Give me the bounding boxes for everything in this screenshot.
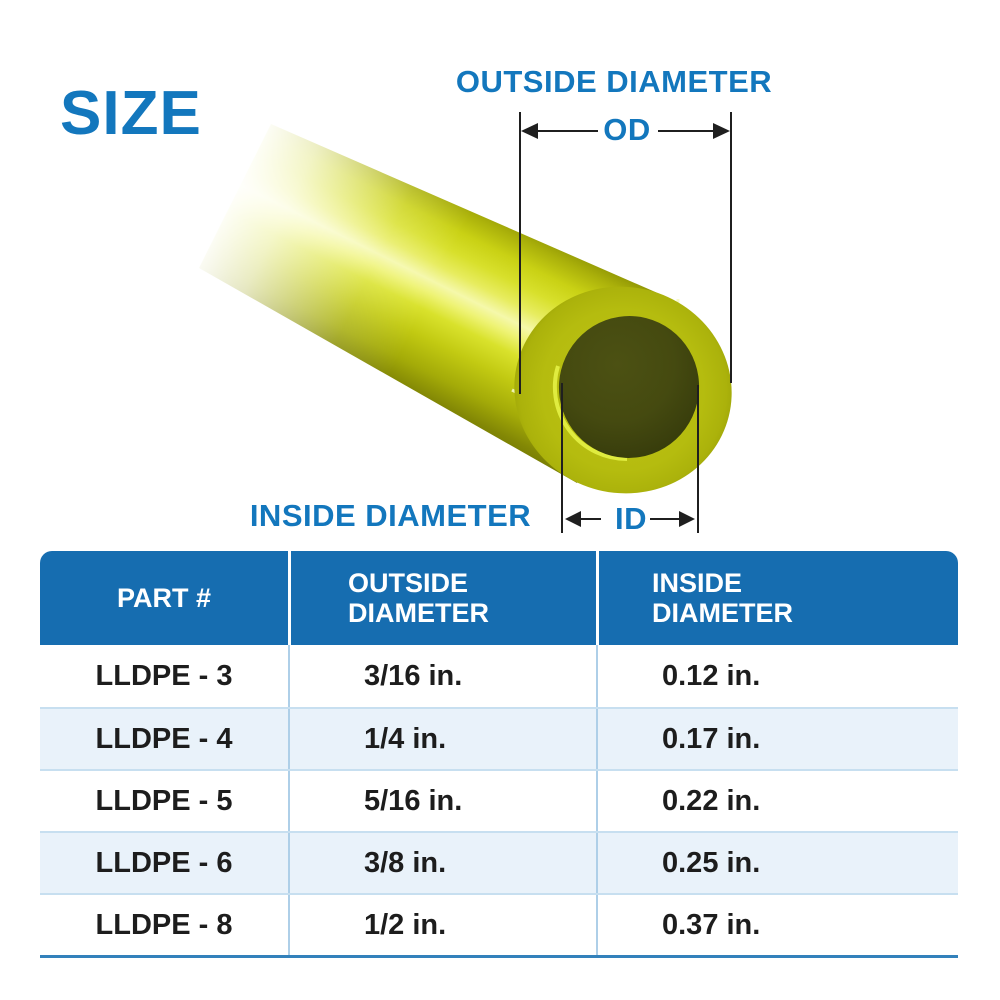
od-arrowhead-left: [521, 123, 538, 139]
cell-part: LLDPE - 3: [95, 659, 233, 692]
cell-outside-diameter: 1/4 in.: [288, 709, 596, 769]
table-row: LLDPE - 3 3/16 in. 0.12 in.: [40, 645, 958, 707]
inside-diameter-label: INSIDE DIAMETER: [249, 498, 532, 533]
cell-outside-diameter: 3/8 in.: [288, 833, 596, 893]
id-dimension-lines: [561, 383, 699, 533]
outside-diameter-label: OUTSIDE DIAMETER: [455, 64, 773, 99]
table-row: LLDPE - 8 1/2 in. 0.37 in.: [40, 893, 958, 955]
id-arrowhead-right: [679, 511, 695, 527]
header-outside-diameter-text: OUTSIDE DIAMETER: [348, 567, 489, 628]
cell-outside-diameter: 5/16 in.: [288, 771, 596, 831]
table-row: LLDPE - 6 3/8 in. 0.25 in.: [40, 831, 958, 893]
table-row: LLDPE - 4 1/4 in. 0.17 in.: [40, 707, 958, 769]
cell-inside-diameter: 0.12 in.: [596, 645, 958, 707]
od-dimension-lines: [519, 112, 732, 394]
table-row: LLDPE - 5 5/16 in. 0.22 in.: [40, 769, 958, 831]
tube-bore: [558, 316, 700, 458]
tube-body-group: [199, 124, 732, 494]
header-inside-diameter: INSIDE DIAMETER: [596, 551, 958, 645]
page-title: SIZE: [60, 79, 202, 148]
cell-part: LLDPE - 4: [95, 722, 233, 755]
cell-outside-diameter: 3/16 in.: [288, 645, 596, 707]
cell-inside-diameter: 0.25 in.: [596, 833, 958, 893]
header-inside-diameter-text: INSIDE DIAMETER: [652, 567, 793, 628]
cell-part: LLDPE - 8: [95, 908, 233, 941]
id-arrowhead-left: [565, 511, 581, 527]
tube-illustration: [199, 112, 732, 533]
cell-outside-diameter: 1/2 in.: [288, 895, 596, 955]
cell-part: LLDPE - 6: [95, 846, 233, 879]
cell-inside-diameter: 0.22 in.: [596, 771, 958, 831]
header-outside-diameter: OUTSIDE DIAMETER: [288, 551, 596, 645]
id-abbr-label: ID: [615, 501, 647, 536]
od-arrowhead-right: [713, 123, 730, 139]
header-part-number: PART #: [116, 582, 211, 613]
cell-part: LLDPE - 5: [95, 784, 233, 817]
cell-inside-diameter: 0.37 in.: [596, 895, 958, 955]
tube-bore-rim-highlight: [552, 365, 628, 462]
table-header-row: PART # OUTSIDE DIAMETER INSIDE DIAMETER: [40, 551, 958, 645]
od-abbr-label: OD: [603, 112, 651, 147]
size-table: PART # OUTSIDE DIAMETER INSIDE DIAMETER …: [40, 551, 958, 958]
cell-inside-diameter: 0.17 in.: [596, 709, 958, 769]
table-bottom-rule: [40, 955, 958, 958]
